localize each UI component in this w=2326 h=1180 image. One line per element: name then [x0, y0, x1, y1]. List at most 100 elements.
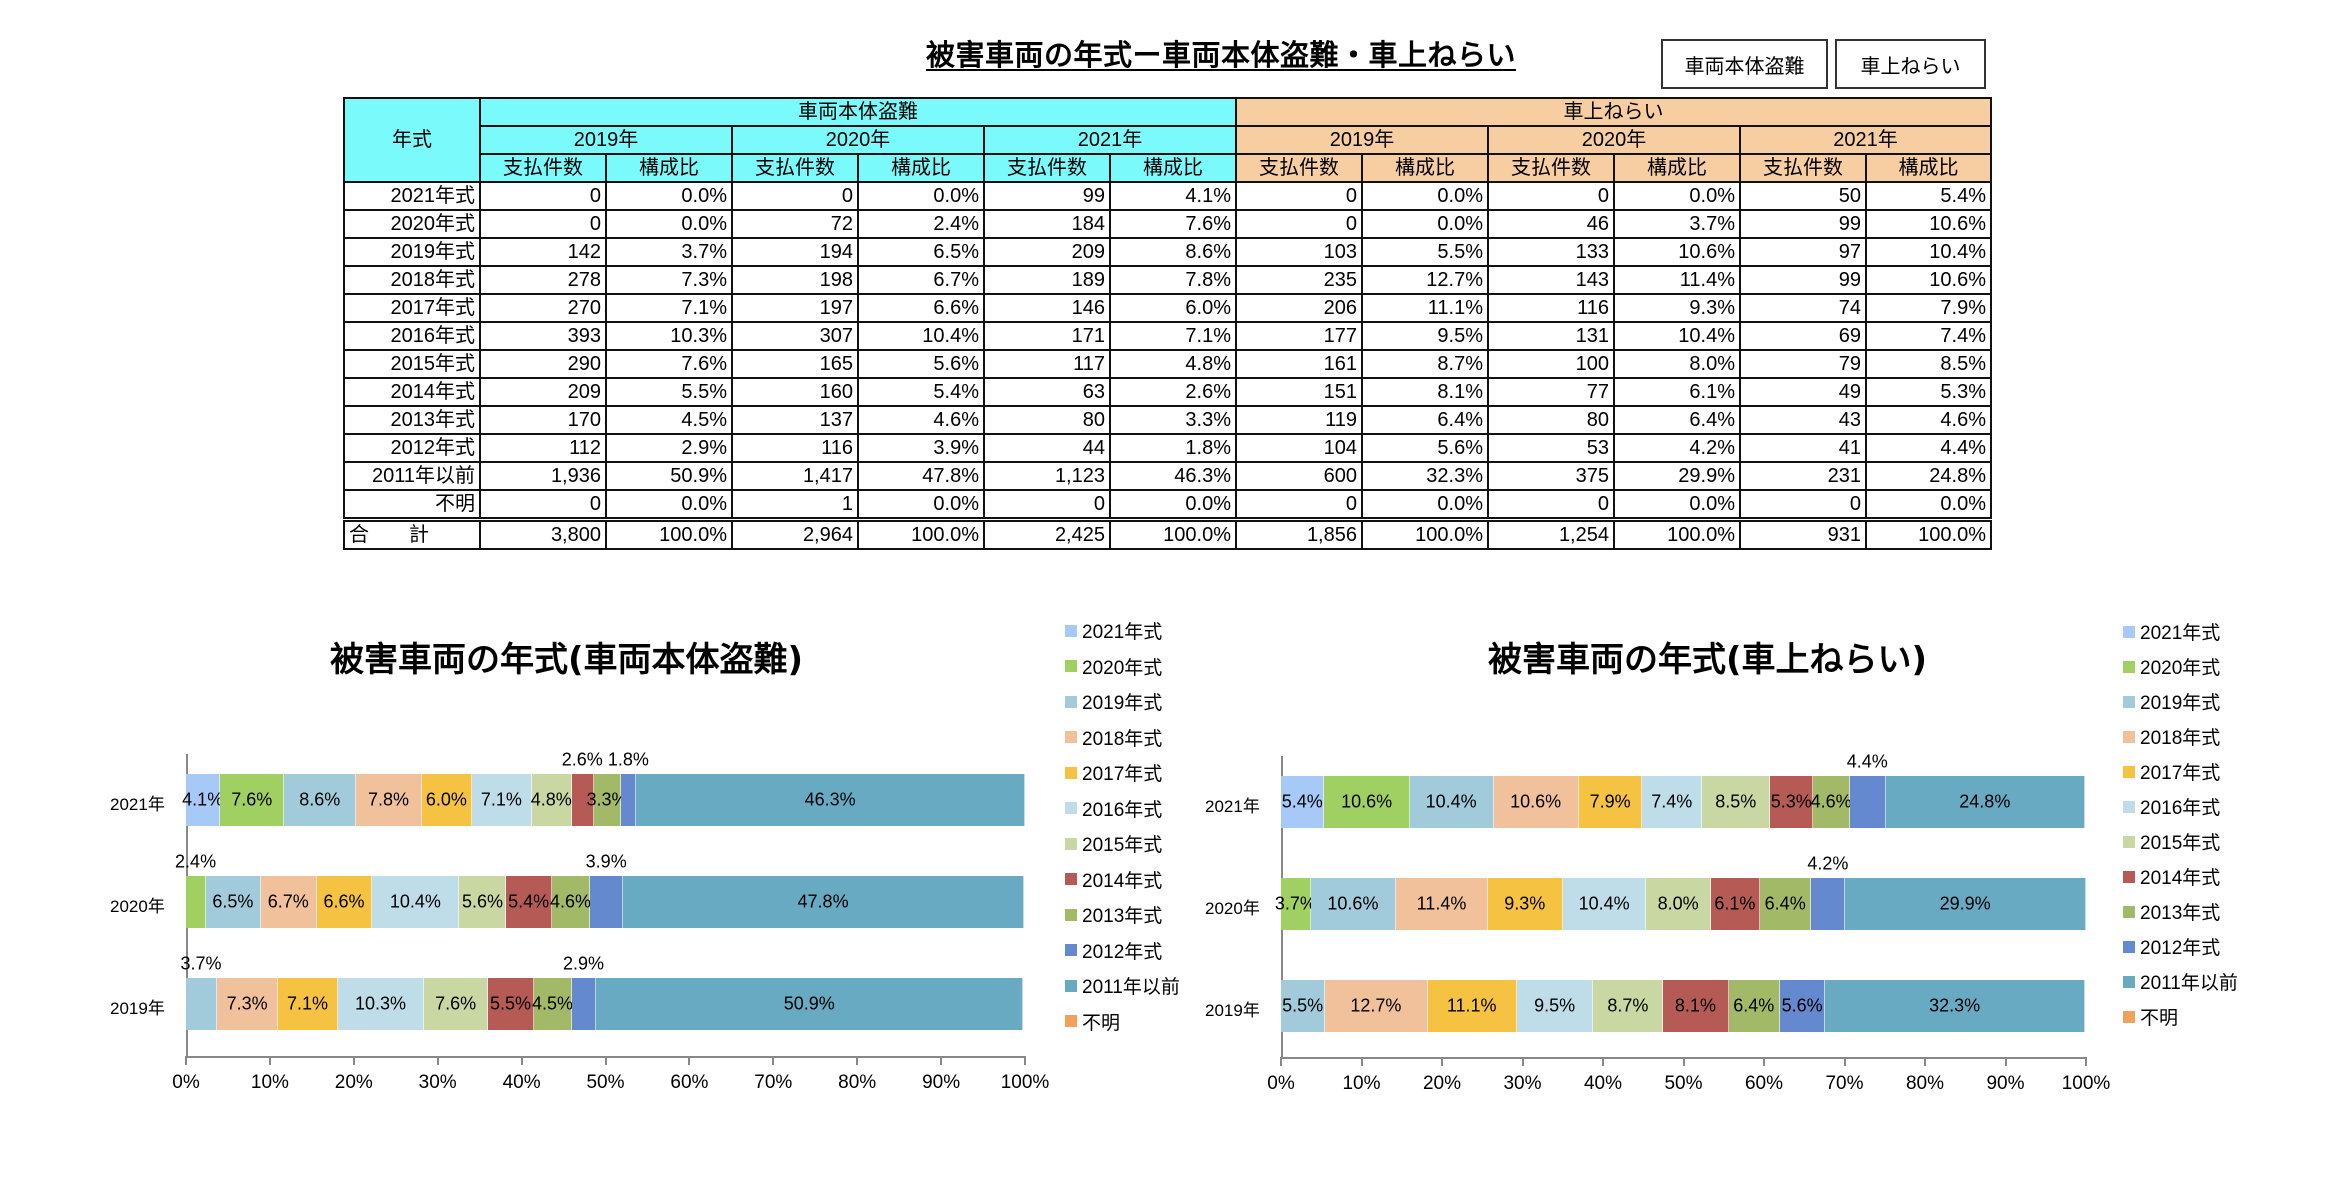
ratio-cell: 4.2% [1613, 433, 1741, 463]
total-ratio-cell: 100.0% [1613, 517, 1741, 550]
row-label: 2018年式 [343, 265, 481, 295]
bar-segment: 46.3% [636, 774, 1025, 826]
x-tick [520, 1056, 523, 1065]
ratio-cell: 47.8% [857, 461, 985, 491]
x-tick [2085, 1057, 2087, 1066]
count-cell: 165 [731, 349, 859, 379]
year-header: 2019年 [479, 125, 733, 155]
bar-segment: 8.6% [284, 774, 357, 826]
ratio-cell: 0.0% [1361, 209, 1489, 239]
x-tick-label: 30% [1503, 1073, 1542, 1094]
legend-item: 2017年式 [1065, 759, 1162, 786]
count-cell: 1,123 [983, 461, 1111, 491]
legend-label: 2011年以前 [1082, 977, 1180, 998]
x-tick [185, 1056, 187, 1065]
count-cell: 198 [731, 265, 859, 295]
count-cell: 41 [1739, 433, 1867, 463]
segment-value-label: 2.4% [175, 851, 217, 872]
row-label: 2014年式 [343, 377, 481, 407]
segment-value-label: 4.5% [531, 993, 574, 1014]
ratio-cell: 6.7% [857, 265, 985, 295]
bar-segment: 10.6% [1493, 776, 1579, 828]
legend-item: 2011年以前 [1065, 972, 1180, 999]
count-cell: 46 [1487, 209, 1615, 239]
bar-segment: 3.7% [1275, 878, 1316, 930]
segment-value-label: 7.1% [287, 993, 329, 1014]
ratio-cell: 4.4% [1865, 433, 1992, 463]
legend-label: 2019年式 [1082, 693, 1163, 714]
x-tick-label: 70% [1825, 1073, 1864, 1094]
total-count-cell: 3,800 [479, 517, 607, 550]
ratio-cell: 5.4% [1865, 181, 1992, 211]
row-label: 2015年式 [343, 349, 481, 379]
bar-segment: 7.9% [1578, 776, 1643, 828]
ratio-cell: 8.5% [1865, 349, 1992, 379]
ratio-cell: 0.0% [605, 209, 733, 239]
count-cell: 235 [1235, 265, 1363, 295]
bar-segment: 7.4% [1642, 776, 1702, 828]
legend-label: 不明 [1082, 1012, 1121, 1034]
ratio-header: 構成比 [857, 153, 985, 183]
legend-swatch-icon [1065, 873, 1077, 885]
count-cell: 171 [983, 321, 1111, 351]
table-row: 2012年式 112 2.9% 116 3.9% 44 1.8% 104 5.6% 53 4.2% 4… [343, 433, 1992, 463]
legend-swatch-icon [2123, 625, 2135, 638]
x-tick-label: 40% [1583, 1073, 1623, 1094]
count-header: 支払件数 [479, 153, 607, 183]
segment-value-label: 3.9% [585, 851, 627, 872]
segment-value-label: 29.9% [1939, 893, 1991, 914]
bar-segment: 11.1% [1427, 980, 1517, 1032]
x-tick-label: 90% [922, 1072, 961, 1093]
ratio-cell: 8.1% [1361, 377, 1489, 407]
car-break-in-button[interactable]: 車上ねらい [1835, 39, 1986, 89]
segment-value-label: 3.7% [180, 953, 222, 974]
ratio-cell: 6.4% [1361, 405, 1489, 435]
bar-segment: 5.5% [1281, 980, 1326, 1032]
ratio-cell: 1.8% [1109, 433, 1237, 463]
table-row: 2013年式 170 4.5% 137 4.6% 80 3.3% 119 6.4% 80 6.4% 4… [343, 405, 1992, 435]
segment-value-label: 4.8% [530, 789, 572, 810]
table-row: 2015年式 290 7.6% 165 5.6% 117 4.8% 161 8.7% 100 8.0… [343, 349, 1992, 379]
ratio-cell: 3.7% [605, 237, 733, 267]
ratio-cell: 3.7% [1613, 209, 1741, 239]
count-cell: 116 [1487, 293, 1615, 323]
count-cell: 270 [479, 293, 607, 323]
legend-swatch-icon [1065, 660, 1077, 672]
ratio-cell: 8.0% [1613, 349, 1741, 379]
bar-segment: 5.6% [1780, 980, 1826, 1032]
legend-label: 不明 [2140, 1008, 2179, 1029]
x-tick [1682, 1057, 1685, 1066]
bar-segment: 8.1% [1663, 980, 1729, 1032]
count-cell: 1,936 [479, 461, 607, 491]
count-cell: 97 [1739, 237, 1867, 267]
bar-segment: 3.9% [586, 852, 627, 928]
x-tick [436, 1056, 439, 1065]
legend-swatch-icon [1065, 802, 1077, 814]
legend-item: 2014年式 [1065, 866, 1162, 893]
legend-label: 2012年式 [2140, 938, 2221, 959]
x-tick-label: 70% [754, 1072, 793, 1093]
category-label: 2020年 [110, 897, 165, 916]
count-cell: 1 [731, 489, 859, 521]
x-tick [1360, 1057, 1363, 1066]
total-count-cell: 2,964 [731, 517, 859, 550]
ratio-cell: 4.1% [1109, 181, 1237, 211]
count-cell: 77 [1487, 377, 1615, 407]
x-tick-label: 100% [1000, 1072, 1050, 1093]
theft-vehicle-button[interactable]: 車両本体盗難 [1661, 39, 1828, 89]
bar-segment: 7.6% [220, 774, 285, 826]
total-row: 合 計 3,800 100.0% 2,964 100.0% 2,425 100.0% 1,85… [343, 517, 1992, 550]
segment-value-label: 7.6% [231, 789, 273, 810]
legend-item: 2013年式 [1065, 901, 1162, 928]
ratio-cell: 7.1% [1109, 321, 1237, 351]
model-year-table: 年式 車両本体盗難 車上ねらい 2019年 2020年 2021年 2019年 … [343, 97, 1992, 550]
row-label: 不明 [343, 489, 481, 521]
segment-value-label: 24.8% [1959, 791, 2011, 812]
bar-segment: 11.4% [1396, 878, 1488, 930]
count-cell: 0 [1235, 489, 1363, 521]
table-row: 2017年式 270 7.1% 197 6.6% 146 6.0% 206 11.1% 116 9.… [343, 293, 1992, 323]
x-tick-label: 60% [1744, 1073, 1784, 1094]
segment-value-label: 5.4% [1281, 791, 1323, 812]
legend-swatch-icon [2123, 905, 2135, 918]
count-cell: 103 [1235, 237, 1363, 267]
